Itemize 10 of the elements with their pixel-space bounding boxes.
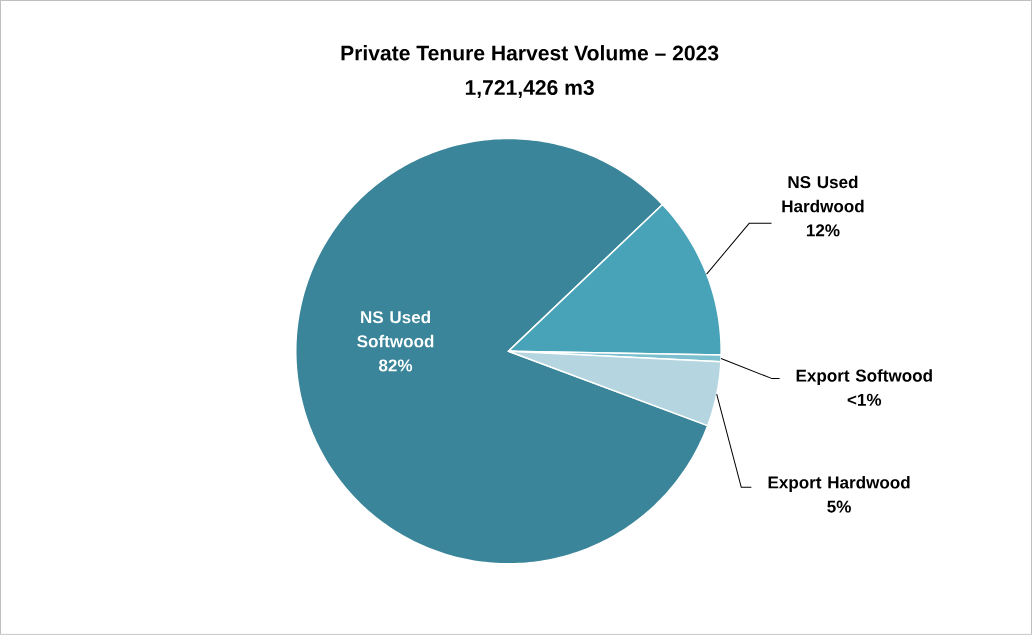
slice-label: Export Hardwood xyxy=(768,476,910,492)
data-label: <1% xyxy=(847,393,882,406)
slice-label: NS Used Softwood xyxy=(357,310,434,348)
slice-label: Export Softwood xyxy=(796,369,932,386)
chart-title: Private Tenure Harvest Volume – 2023 xyxy=(341,45,719,61)
data-label: 12% xyxy=(806,224,840,237)
slice-label: NS Used Hardwood xyxy=(782,175,864,213)
data-label: 5% xyxy=(827,500,851,513)
data-label: 82% xyxy=(379,359,413,372)
chart-subtitle: 1,721,426 m3 xyxy=(465,80,594,99)
